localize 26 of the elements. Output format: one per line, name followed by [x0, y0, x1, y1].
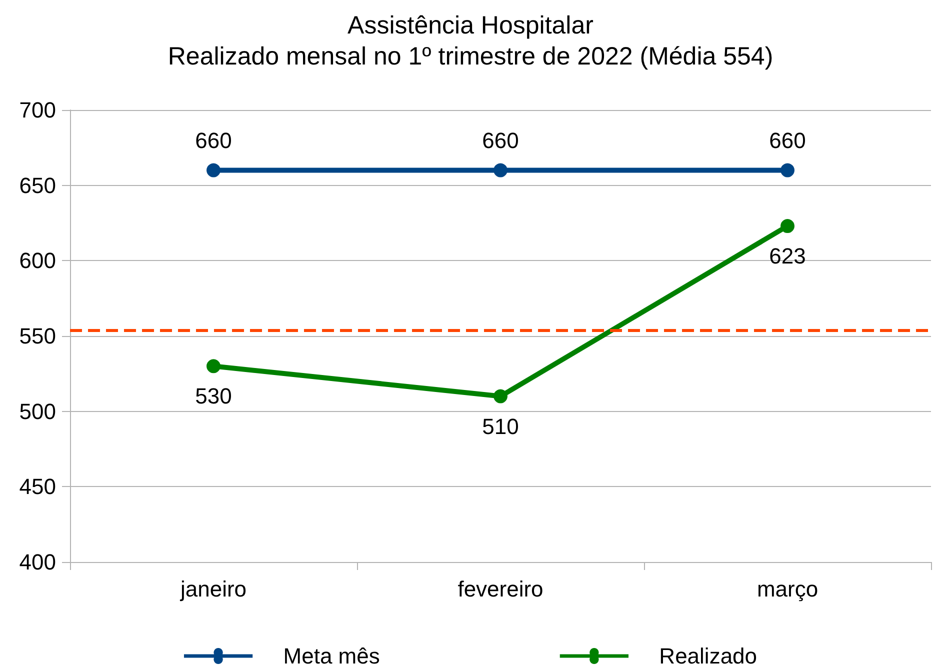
y-tick-label: 500 — [19, 398, 56, 424]
y-tick-label: 650 — [19, 172, 56, 198]
point — [206, 163, 220, 178]
y-tick-label: 700 — [19, 98, 56, 122]
chart-title: Assistência Hospitalar — [348, 12, 594, 40]
point — [494, 389, 508, 404]
point — [494, 163, 508, 178]
data-label: 530 — [195, 384, 232, 409]
data-label: 660 — [482, 128, 519, 153]
data-label: 623 — [769, 244, 806, 269]
data-label: 660 — [195, 128, 232, 153]
x-tick-label: janeiro — [179, 576, 247, 602]
data-label: 510 — [482, 414, 519, 439]
x-tick-label: março — [756, 576, 818, 602]
y-tick-label: 450 — [19, 474, 56, 500]
point — [780, 163, 794, 178]
y-tick-label: 550 — [19, 324, 56, 348]
x-tick-label: fevereiro — [458, 576, 544, 602]
y-tick-label: 600 — [19, 248, 56, 274]
data-label: 660 — [769, 128, 806, 153]
y-tick-label: 400 — [19, 550, 56, 574]
legend-label: Realizado — [659, 644, 758, 668]
chart-subtitle: Realizado mensal no 1º trimestre de 2022 (Média 554) — [168, 42, 774, 70]
point — [206, 359, 220, 374]
point — [780, 219, 794, 234]
legend-label: Meta mês — [283, 644, 380, 668]
